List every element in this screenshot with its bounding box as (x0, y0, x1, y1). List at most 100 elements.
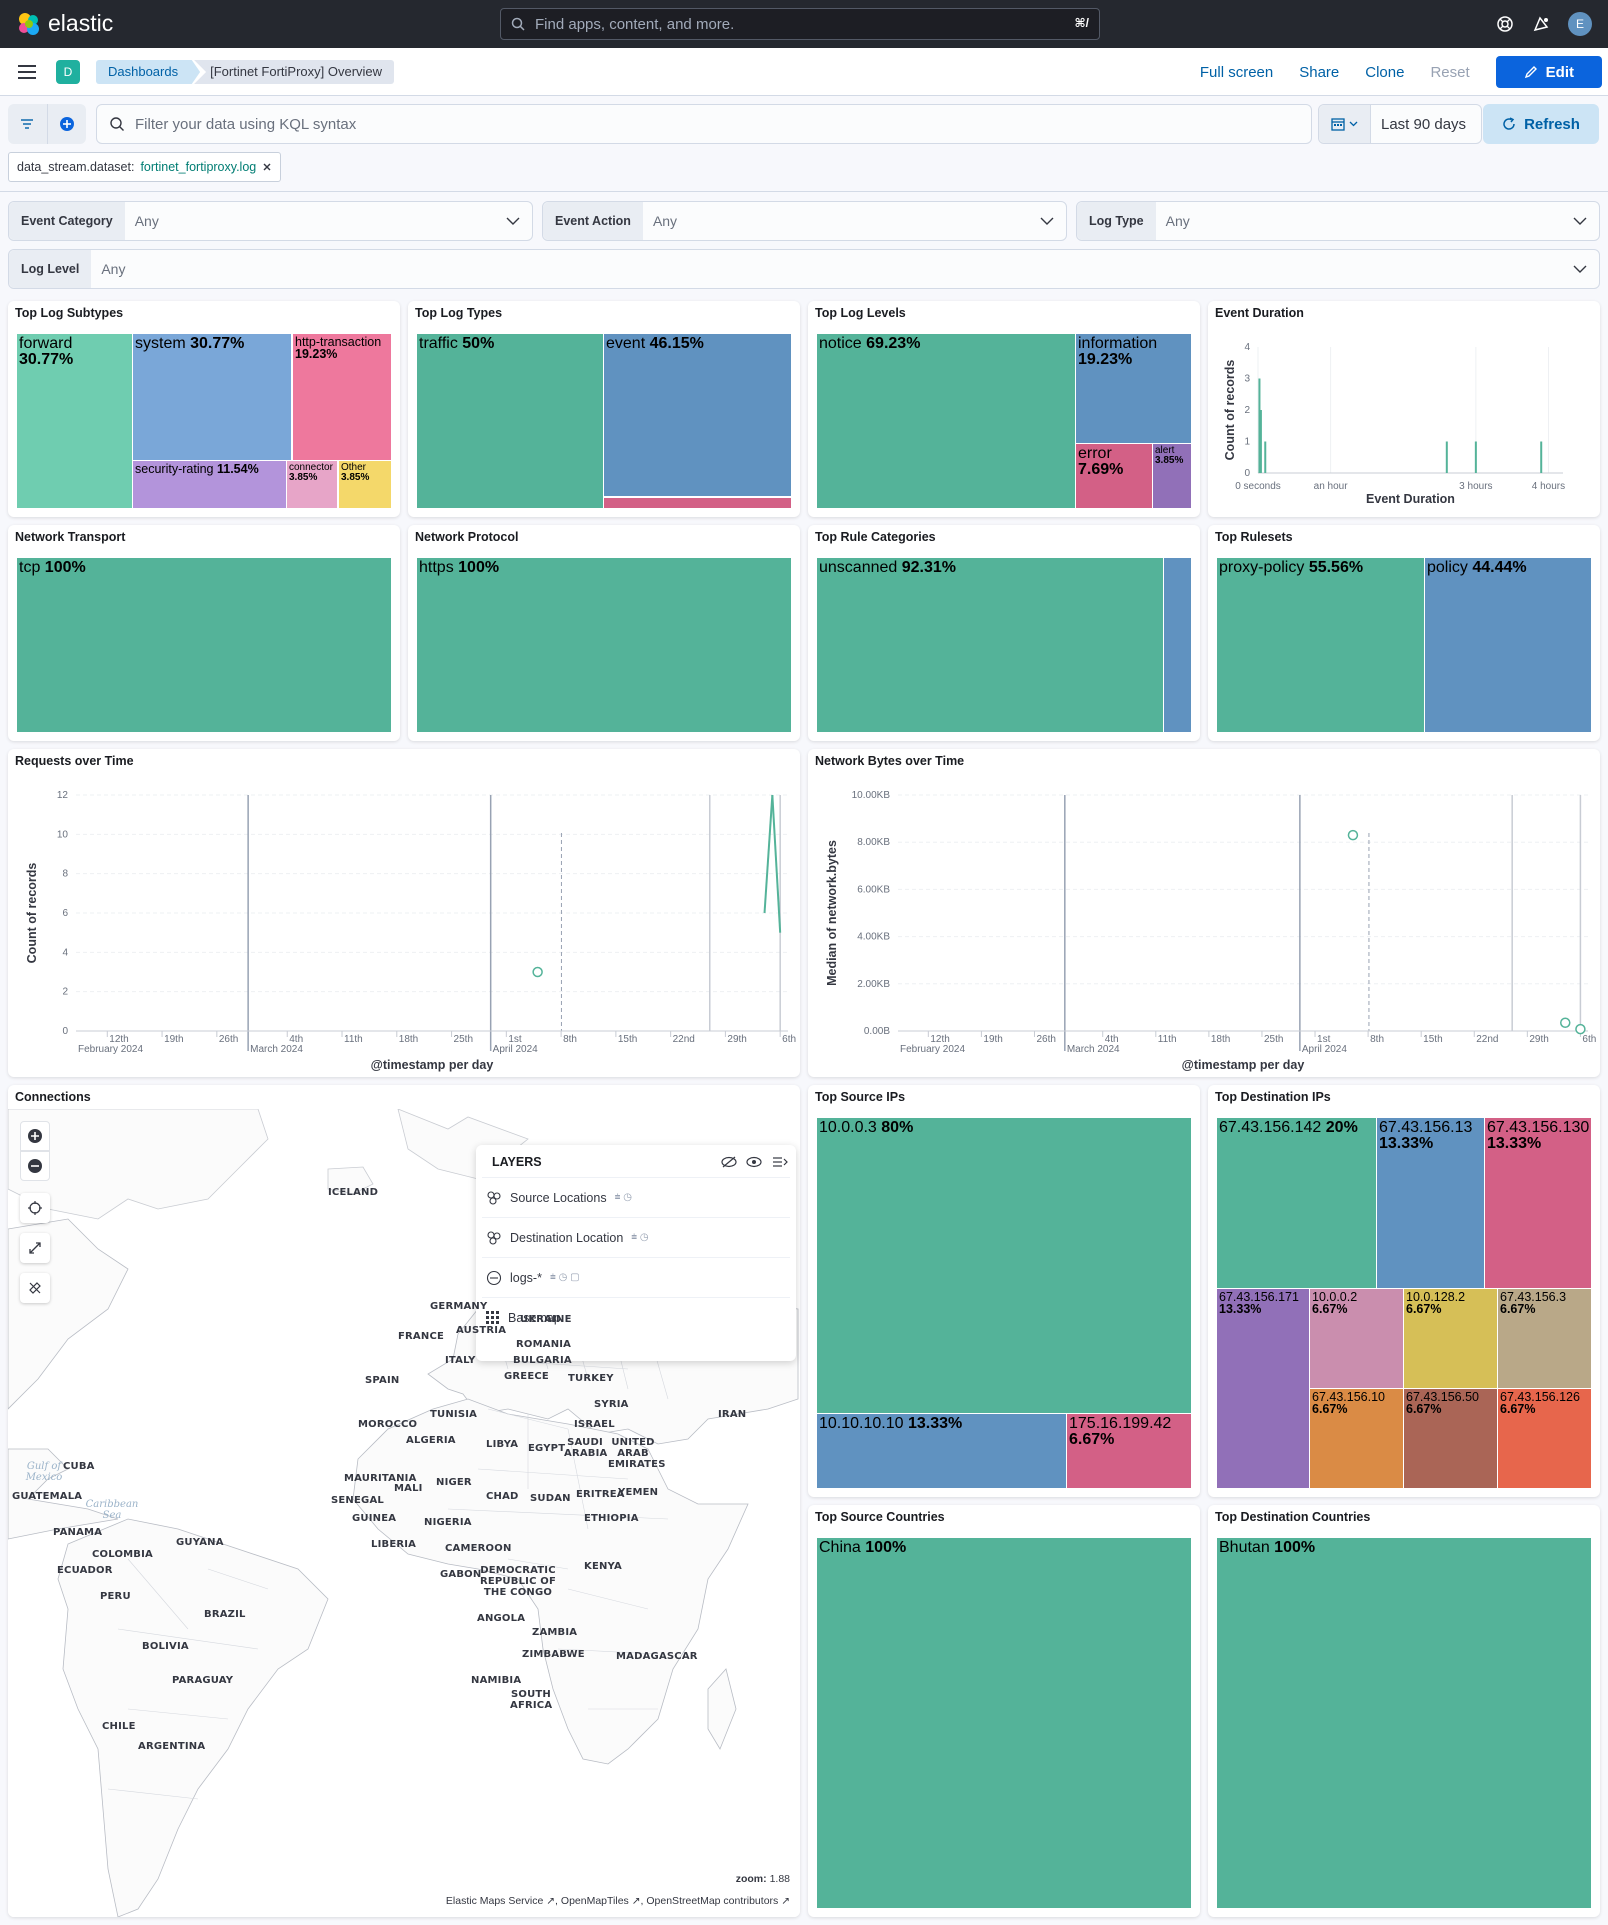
edit-button[interactable]: Edit (1495, 56, 1602, 88)
layer-basemap[interactable]: Basemap (482, 1297, 790, 1337)
filter-menu-button[interactable] (8, 104, 47, 144)
news-feed-icon[interactable] (1532, 15, 1550, 33)
country-label: ZIMBABWE (522, 1649, 585, 1660)
treemap-cell[interactable]: https 100% (416, 557, 792, 733)
timeslider-button[interactable] (20, 1273, 50, 1303)
treemap-cell[interactable]: Bhutan 100% (1216, 1537, 1592, 1909)
treemap-cell[interactable]: 10.0.0.2 6.67% (1309, 1288, 1404, 1389)
treemap-cell[interactable]: 67.43.156.130 13.33% (1484, 1117, 1592, 1289)
requests-over-time-chart[interactable]: 0 2 4 6 8 10 12 12th 19th 26th 4th 11th 18th 25th 1st 8… (8, 769, 800, 1077)
event-duration-chart[interactable]: 0 1 2 3 4 0 seconds an hour 3 hours 4 hours Event… (1208, 321, 1600, 517)
treemap-cell[interactable]: unscanned 92.31% (816, 557, 1164, 733)
country-label: GABON (440, 1569, 482, 1580)
treemap-cell[interactable]: 67.43.156.171 13.33% (1216, 1288, 1310, 1489)
treemap-cell[interactable]: 67.43.156.50 6.67% (1403, 1388, 1498, 1489)
treemap-cell[interactable]: China 100% (816, 1537, 1192, 1909)
panel-top-log-levels: Top Log Levels notice 69.23% information… (808, 301, 1200, 517)
x-tick-label: an hour (1314, 481, 1349, 492)
panel-network-protocol: Network Protocol https 100% (408, 525, 800, 741)
treemap-cell[interactable]: proxy-policy 55.56% (1216, 557, 1425, 733)
treemap-cell[interactable]: connector 3.85% (286, 460, 338, 509)
hamburger-menu-icon[interactable] (18, 64, 38, 80)
attribution-link[interactable]: OpenStreetMap contributors (646, 1895, 779, 1907)
kql-search-input[interactable]: Filter your data using KQL syntax (96, 104, 1312, 144)
treemap-cell[interactable]: error 7.69% (1075, 443, 1153, 509)
add-filter-button[interactable] (46, 104, 87, 144)
treemap-cell[interactable]: policy 44.44% (1424, 557, 1592, 733)
zoom-out-button[interactable] (20, 1151, 50, 1181)
treemap-cell[interactable] (1163, 557, 1192, 733)
treemap-cell[interactable]: 67.43.156.142 20% (1216, 1117, 1377, 1289)
country-label: AUSTRIA (456, 1325, 507, 1336)
global-search-input[interactable]: Find apps, content, and more. ⌘/ (500, 8, 1100, 40)
layer-source-locations[interactable]: Source Locations ⩧ ◷ (482, 1177, 790, 1217)
country-label: SAUDI ARABIA (564, 1437, 608, 1459)
country-label: SUDAN (530, 1493, 571, 1504)
zoom-in-button[interactable] (20, 1121, 50, 1151)
date-picker[interactable]: Last 90 days (1318, 104, 1482, 144)
treemap-cell[interactable]: 10.10.10.10 13.33% (816, 1413, 1067, 1489)
attribution-link[interactable]: Elastic Maps Service (445, 1895, 544, 1907)
treemap-cell[interactable]: notice 69.23% (816, 333, 1076, 509)
x-tick-label: 12th (930, 1034, 949, 1045)
control-log-level[interactable]: Log Level Any (8, 249, 1600, 289)
connections-map[interactable]: LAYERS Source Locations ⩧ ◷ Destination … (8, 1109, 800, 1917)
treemap-cell[interactable]: 67.43.156.13 13.33% (1376, 1117, 1485, 1289)
control-value: Any (652, 213, 678, 229)
country-label: SOUTH AFRICA (510, 1689, 553, 1711)
layer-logs[interactable]: logs-* ⩧ ◷ ▢ (482, 1257, 790, 1297)
treemap-cell[interactable]: 67.43.156.10 6.67% (1309, 1388, 1404, 1489)
country-label: MOROCCO (358, 1419, 418, 1430)
help-icon[interactable] (1496, 15, 1514, 33)
treemap-cell[interactable] (603, 497, 792, 509)
series-line (771, 794, 782, 933)
country-label: SPAIN (365, 1375, 400, 1386)
date-range-label[interactable]: Last 90 days (1381, 115, 1467, 133)
treemap-cell[interactable]: Other 3.85% (338, 460, 392, 509)
treemap-cell[interactable]: traffic 50% (416, 333, 604, 509)
network-bytes-over-time-chart[interactable]: 0.00B 2.00KB 4.00KB 6.00KB 8.00KB 10.00KB 12th… (808, 769, 1600, 1077)
treemap-cell[interactable]: event 46.15% (603, 333, 792, 497)
treemap-cell[interactable]: 67.43.156.3 6.67% (1497, 1288, 1592, 1389)
full-screen-button[interactable]: Full screen (1199, 63, 1274, 81)
clone-button[interactable]: Clone (1365, 63, 1405, 81)
treemap-cell[interactable]: information 19.23% (1075, 333, 1192, 444)
layers-title: LAYERS (492, 1155, 542, 1169)
treemap-cell[interactable]: forward 30.77% (16, 333, 140, 509)
user-avatar[interactable]: E (1568, 12, 1592, 36)
treemap-cell[interactable]: security-rating 11.54% (132, 460, 292, 509)
treemap-cell[interactable]: 67.43.156.126 6.67% (1497, 1388, 1592, 1489)
treemap-cell[interactable]: 175.16.199.42 6.67% (1066, 1413, 1192, 1489)
treemap-cell[interactable]: 10.0.128.2 6.67% (1403, 1288, 1498, 1389)
eye-icon[interactable] (746, 1155, 762, 1169)
treemap-cell[interactable]: system 30.77% (132, 333, 292, 461)
control-event-action[interactable]: Event Action Any (542, 201, 1067, 241)
attribution-link[interactable]: OpenMapTiles (560, 1895, 629, 1907)
layer-destination-location[interactable]: Destination Location ⩧ ◷ (482, 1217, 790, 1257)
reset-button[interactable]: Reset (1430, 63, 1470, 81)
breadcrumb-dashboards[interactable]: Dashboards (96, 60, 201, 84)
close-icon[interactable] (262, 162, 272, 172)
collapse-panel-icon[interactable] (772, 1155, 788, 1169)
country-label: DEMOCRATIC REPUBLIC OF THE CONGO (479, 1565, 557, 1598)
draw-tool-button[interactable] (20, 1233, 50, 1263)
panel-network-bytes-over-time: Network Bytes over Time 0.00B 2.00KB 4.00K… (808, 749, 1600, 1077)
eye-closed-icon[interactable] (721, 1155, 737, 1169)
fit-to-data-button[interactable] (20, 1193, 50, 1223)
treemap-cell[interactable]: alert 3.85% (1152, 443, 1192, 509)
country-label: ITALY (445, 1355, 476, 1366)
control-log-type[interactable]: Log Type Any (1076, 201, 1600, 241)
filter-pill[interactable]: data_stream.dataset: fortinet_fortiproxy… (8, 152, 282, 182)
share-button[interactable]: Share (1299, 63, 1340, 81)
app-header-bar: D Dashboards [Fortinet FortiProxy] Overv… (0, 48, 1608, 96)
treemap-cell[interactable]: tcp 100% (16, 557, 392, 733)
treemap-cell[interactable]: http-transaction 19.23% (292, 333, 392, 461)
treemap-cell[interactable]: 10.0.0.3 80% (816, 1117, 1192, 1414)
refresh-button[interactable]: Refresh (1483, 104, 1599, 144)
quick-menu-button[interactable] (1319, 105, 1371, 143)
elastic-logo[interactable]: elastic (16, 10, 113, 37)
space-badge[interactable]: D (56, 60, 80, 84)
y-tick-label: 0 (1244, 468, 1250, 479)
country-label: FRANCE (398, 1331, 445, 1342)
control-event-category[interactable]: Event Category Any (8, 201, 533, 241)
